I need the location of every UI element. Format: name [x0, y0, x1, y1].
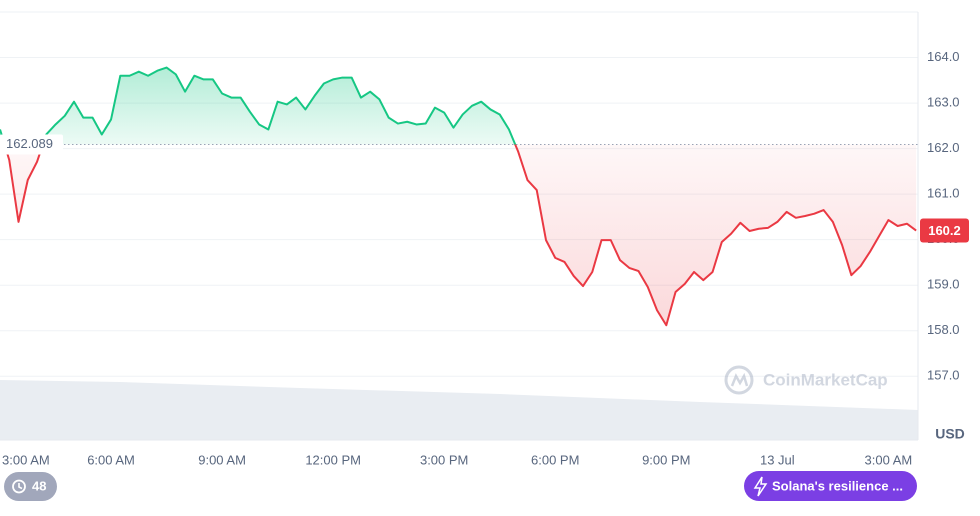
history-badge[interactable]: 48	[4, 472, 57, 501]
price-tag-label: 160.2	[928, 223, 961, 238]
volume-area	[0, 380, 918, 440]
x-tick-label: 9:00 PM	[642, 452, 690, 467]
news-badge-bg[interactable]	[744, 471, 917, 501]
baseline-label-bg	[0, 134, 63, 155]
x-tick-label: 6:00 AM	[87, 452, 135, 467]
history-icon-hands[interactable]	[18, 483, 23, 490]
x-tick-label: 3:00 AM	[2, 452, 50, 467]
history-icon[interactable]	[12, 479, 26, 494]
x-tick-label: 13 Jul	[760, 452, 795, 467]
x-tick-label: 6:00 PM	[531, 452, 579, 467]
news-badge[interactable]: Solana's resilience ...	[744, 471, 917, 501]
x-tick-label: 12:00 PM	[305, 452, 361, 467]
watermark: CoinMarketCap	[724, 365, 888, 395]
y-tick-label: 159.0	[927, 277, 960, 292]
baseline-label: 162.089	[6, 136, 53, 151]
news-icon[interactable]	[753, 476, 768, 497]
price-line	[0, 66, 917, 327]
watermark-logo-mark	[730, 372, 749, 387]
y-tick-label: 161.0	[927, 186, 960, 201]
history-badge-bg[interactable]	[4, 472, 57, 501]
history-count[interactable]: 48	[32, 478, 46, 493]
price-tag-bg	[920, 218, 969, 243]
plot	[0, 66, 918, 327]
y-tick-label: 163.0	[927, 95, 960, 110]
y-tick-label: 157.0	[927, 368, 960, 383]
currency-label: USD	[935, 426, 965, 442]
y-tick-label: 158.0	[927, 322, 960, 337]
y-tick-label: 162.0	[927, 140, 960, 155]
price-area	[0, 67, 917, 326]
watermark-logo	[724, 365, 754, 395]
y-tick-label: 164.0	[927, 49, 960, 64]
x-tick-label: 3:00 AM	[865, 452, 913, 467]
watermark-text: CoinMarketCap	[763, 370, 888, 389]
x-tick-label: 9:00 AM	[198, 452, 246, 467]
news-text[interactable]: Solana's resilience ...	[772, 478, 903, 493]
x-tick-label: 3:00 PM	[420, 452, 468, 467]
